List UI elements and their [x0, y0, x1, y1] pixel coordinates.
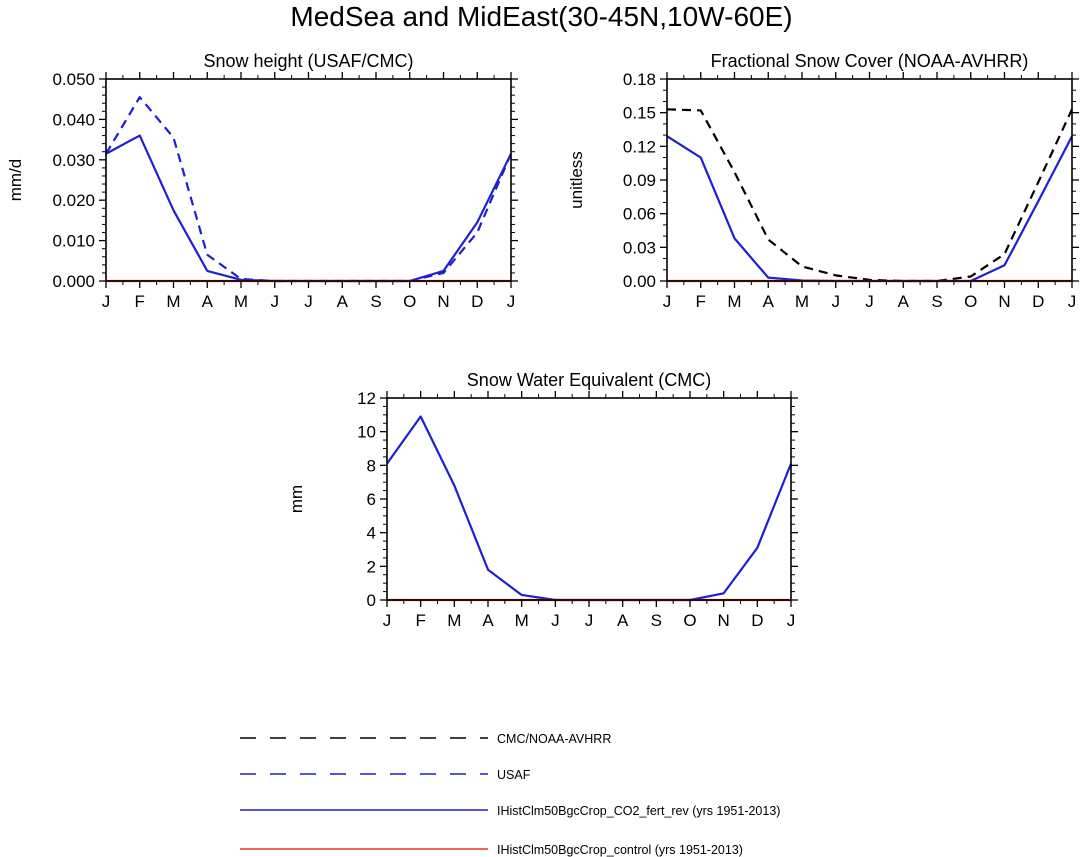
y-tick-label: 0.010: [52, 232, 95, 251]
series-line-0: [386, 415, 793, 602]
y-tick-label: 0.03: [623, 238, 656, 257]
x-tick-label: A: [202, 292, 214, 311]
legend-label-3: IHistClm50BgcCrop_control (yrs 1951-2013…: [497, 843, 743, 857]
x-tick-label: A: [337, 292, 349, 311]
x-tick-label: A: [763, 292, 775, 311]
legend: CMC/NOAA-AVHRR USAF IHistClm50BgcCrop_CO2_…: [240, 732, 780, 857]
x-tick-label: M: [795, 292, 809, 311]
y-tick-label: 0.12: [623, 137, 656, 156]
x-tick-label: N: [998, 292, 1010, 311]
x-tick-label: J: [271, 292, 280, 311]
x-tick-label: J: [507, 292, 516, 311]
panel-title: Fractional Snow Cover (NOAA-AVHRR): [711, 51, 1029, 71]
x-tick-label: O: [683, 611, 696, 630]
series-line-0: [666, 108, 1073, 283]
series-line-1: [105, 134, 512, 283]
y-tick-label: 0.030: [52, 151, 95, 170]
y-tick-label: 0.09: [623, 171, 656, 190]
x-tick-label: D: [1032, 292, 1044, 311]
y-axis-label: unitless: [567, 151, 586, 209]
x-tick-label: J: [865, 292, 874, 311]
y-axis-label: mm/d: [6, 159, 25, 202]
panel-fractional-snow-cover: Fractional Snow Cover (NOAA-AVHRR) unitle…: [567, 51, 1079, 311]
x-tick-label: S: [651, 611, 662, 630]
y-tick-label: 0.050: [52, 70, 95, 89]
x-tick-label: N: [718, 611, 730, 630]
y-tick-label: 0.020: [52, 191, 95, 210]
y-tick-label: 0.000: [52, 272, 95, 291]
y-tick-label: 8: [367, 456, 376, 475]
y-tick-label: 0.06: [623, 205, 656, 224]
x-tick-label: J: [304, 292, 313, 311]
y-tick-label: 2: [367, 557, 376, 576]
x-tick-label: N: [437, 292, 449, 311]
legend-label-1: USAF: [497, 768, 531, 782]
x-tick-label: A: [482, 611, 494, 630]
x-tick-label: J: [663, 292, 672, 311]
series-line-0: [105, 96, 513, 283]
x-tick-label: M: [234, 292, 248, 311]
x-tick-label: O: [403, 292, 416, 311]
y-tick-label: 0.18: [623, 70, 656, 89]
panel-snow-water-equivalent: Snow Water Equivalent (CMC) mm J F M A M J J A S O N…: [287, 370, 798, 630]
x-tick-label: M: [515, 611, 529, 630]
x-tick-label: D: [471, 292, 483, 311]
series-line-1: [666, 135, 1073, 283]
x-tick-label: J: [787, 611, 796, 630]
plot-frame: [105, 78, 512, 282]
legend-label-2: IHistClm50BgcCrop_CO2_fert_rev (yrs 1951…: [497, 804, 780, 818]
y-tick-label: 0: [367, 591, 376, 610]
x-tick-label: S: [931, 292, 942, 311]
panel-title: Snow Water Equivalent (CMC): [467, 370, 711, 390]
y-tick-label: 0.00: [623, 272, 656, 291]
x-tick-label: A: [898, 292, 910, 311]
x-tick-label: F: [135, 292, 145, 311]
y-tick-label: 4: [367, 524, 376, 543]
x-tick-label: J: [383, 611, 392, 630]
legend-label-0: CMC/NOAA-AVHRR: [497, 732, 611, 746]
plot-frame: [386, 397, 792, 601]
x-tick-label: D: [751, 611, 763, 630]
figure-title: MedSea and MidEast(30-45N,10W-60E): [290, 1, 793, 32]
x-tick-label: M: [447, 611, 461, 630]
x-tick-label: J: [551, 611, 560, 630]
panel-snow-height: Snow height (USAF/CMC)mm/dJ F M A M J J A S O N D J0…: [6, 51, 518, 311]
y-tick-label: 0.040: [52, 110, 95, 129]
x-tick-label: J: [832, 292, 841, 311]
x-tick-label: J: [585, 611, 594, 630]
x-tick-label: J: [102, 292, 111, 311]
y-tick-label: 0.15: [623, 104, 656, 123]
x-tick-label: F: [415, 611, 425, 630]
x-tick-label: O: [964, 292, 977, 311]
x-tick-label: J: [1068, 292, 1077, 311]
x-tick-label: M: [166, 292, 180, 311]
x-tick-label: A: [617, 611, 629, 630]
x-tick-label: F: [696, 292, 706, 311]
y-tick-label: 6: [367, 490, 376, 509]
y-axis-label: mm: [287, 485, 306, 513]
panel-title: Snow height (USAF/CMC): [203, 51, 413, 71]
x-tick-label: M: [727, 292, 741, 311]
x-tick-label: S: [370, 292, 381, 311]
y-tick-label: 10: [357, 423, 376, 442]
y-tick-label: 12: [357, 389, 376, 408]
